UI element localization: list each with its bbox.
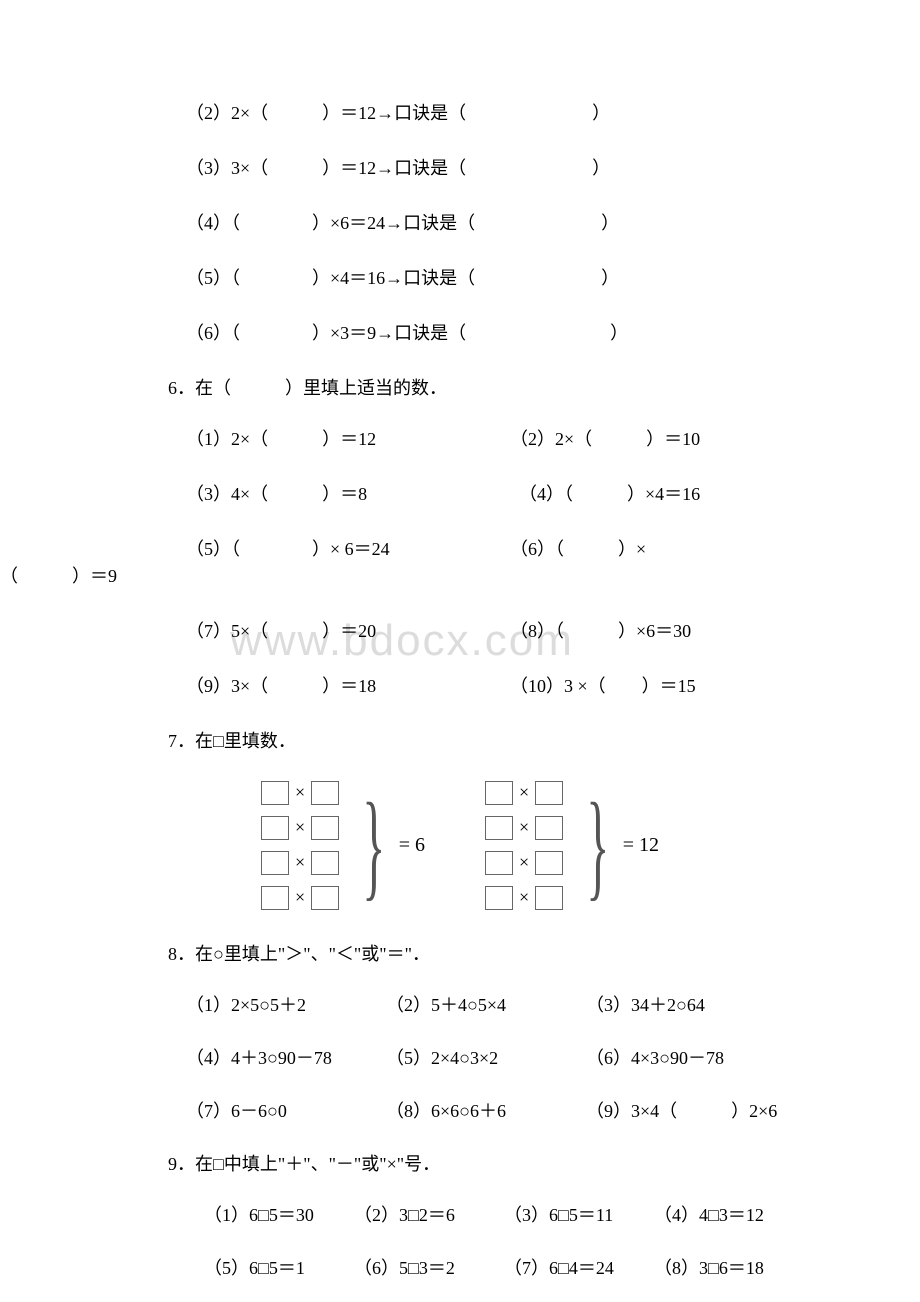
brace-icon: } bbox=[362, 785, 385, 905]
q8-2: （2）5＋4○5×4 bbox=[386, 992, 586, 1019]
q9-heading: 9．在□中填上"＋"、"－"或"×"号． bbox=[150, 1151, 770, 1178]
box-row: × bbox=[485, 779, 563, 806]
q6-4: （4）（ ）×4＝16 bbox=[510, 481, 770, 508]
q7-result-2: = 12 bbox=[623, 830, 659, 860]
q8-6: （6）4×3○90－78 bbox=[586, 1045, 786, 1072]
q6-3: （3）4×（ ）＝8 bbox=[150, 481, 510, 508]
brace-icon: } bbox=[586, 785, 609, 905]
q9-5: （5）6□5＝1 bbox=[204, 1255, 354, 1282]
q8-heading: 8．在○里填上"＞"、"＜"或"＝"． bbox=[150, 941, 770, 968]
q8-7: （7）6－6○0 bbox=[186, 1098, 386, 1125]
q8-4: （4）4＋3○90－78 bbox=[186, 1045, 386, 1072]
q9-row-1: （1）6□5＝30 （2）3□2＝6 （3）6□5＝11 （4）4□3＝12 bbox=[150, 1202, 770, 1229]
q9-3: （3）6□5＝11 bbox=[504, 1202, 654, 1229]
q8-1: （1）2×5○5＋2 bbox=[186, 992, 386, 1019]
q8-3: （3）34＋2○64 bbox=[586, 992, 786, 1019]
q8-5: （5）2×4○3×2 bbox=[386, 1045, 586, 1072]
q6-8: （8）（ ）×6＝30 bbox=[510, 618, 770, 645]
q5-item-5: （5）（ ）×4＝16→口诀是（ ） bbox=[150, 265, 770, 292]
q6-2: （2）2×（ ）＝10 bbox=[510, 426, 770, 453]
q8-row-1: （1）2×5○5＋2 （2）5＋4○5×4 （3）34＋2○64 bbox=[150, 992, 770, 1019]
q5-item-6: （6）（ ）×3＝9→口诀是（ ） bbox=[150, 320, 770, 347]
q9-6: （6）5□3＝2 bbox=[354, 1255, 504, 1282]
page-content: （2）2×（ ）＝12→口诀是（ ） （3）3×（ ）＝12→口诀是（ ） （4… bbox=[150, 100, 770, 1282]
box-row: × bbox=[261, 814, 339, 841]
q6-row-1: （1）2×（ ）＝12 （2）2×（ ）＝10 bbox=[150, 426, 770, 453]
q6-heading: 6．在（ ）里填上适当的数． bbox=[150, 375, 770, 402]
q6-7: （7）5×（ ）＝20 bbox=[150, 618, 510, 645]
q9-2: （2）3□2＝6 bbox=[354, 1202, 504, 1229]
q6-1: （1）2×（ ）＝12 bbox=[150, 426, 510, 453]
q8-row-3: （7）6－6○0 （8）6×6○6＋6 （9）3×4（ ）2×6 bbox=[150, 1098, 770, 1125]
q6-row-5: （9）3×（ ）＝18 （10）3 ×（ ）＝15 bbox=[150, 673, 770, 700]
q9-row-2: （5）6□5＝1 （6）5□3＝2 （7）6□4＝24 （8）3□6＝18 bbox=[150, 1255, 770, 1282]
q8-row-2: （4）4＋3○90－78 （5）2×4○3×2 （6）4×3○90－78 bbox=[150, 1045, 770, 1072]
q9-8: （8）3□6＝18 bbox=[654, 1255, 804, 1282]
q6-9: （9）3×（ ）＝18 bbox=[150, 673, 510, 700]
q6-row-4: （7）5×（ ）＝20 （8）（ ）×6＝30 bbox=[150, 618, 770, 645]
q5-item-4: （4）（ ）×6＝24→口诀是（ ） bbox=[150, 210, 770, 237]
box-row: × bbox=[485, 849, 563, 876]
q8-9: （9）3×4（ ）2×6 bbox=[586, 1098, 786, 1125]
q8-8: （8）6×6○6＋6 bbox=[386, 1098, 586, 1125]
box-row: × bbox=[261, 779, 339, 806]
box-row: × bbox=[485, 814, 563, 841]
q6-5: （5）（ ）× 6＝24 bbox=[150, 536, 510, 563]
q7-diagram: × × × × } = 6 × × × × } = 12 bbox=[150, 779, 770, 911]
q6-row-3: （5）（ ）× 6＝24 （6）（ ）× （ ）＝9 bbox=[150, 536, 770, 590]
q7-group-1: × × × × } = 6 bbox=[261, 779, 425, 911]
q6-10: （10）3 ×（ ）＝15 bbox=[510, 673, 770, 700]
box-row: × bbox=[261, 884, 339, 911]
q6-6b: （ ）＝9 bbox=[0, 563, 770, 590]
q7-heading: 7．在□里填数． bbox=[150, 728, 770, 755]
box-row: × bbox=[485, 884, 563, 911]
q7-group-2: × × × × } = 12 bbox=[485, 779, 659, 911]
box-row: × bbox=[261, 849, 339, 876]
q7-result-1: = 6 bbox=[399, 830, 425, 860]
q5-item-3: （3）3×（ ）＝12→口诀是（ ） bbox=[150, 155, 770, 182]
q6-6a: （6）（ ）× bbox=[510, 536, 770, 563]
q9-1: （1）6□5＝30 bbox=[204, 1202, 354, 1229]
q5-item-2: （2）2×（ ）＝12→口诀是（ ） bbox=[150, 100, 770, 127]
q6-row-2: （3）4×（ ）＝8 （4）（ ）×4＝16 bbox=[150, 481, 770, 508]
q9-7: （7）6□4＝24 bbox=[504, 1255, 654, 1282]
q9-4: （4）4□3＝12 bbox=[654, 1202, 804, 1229]
